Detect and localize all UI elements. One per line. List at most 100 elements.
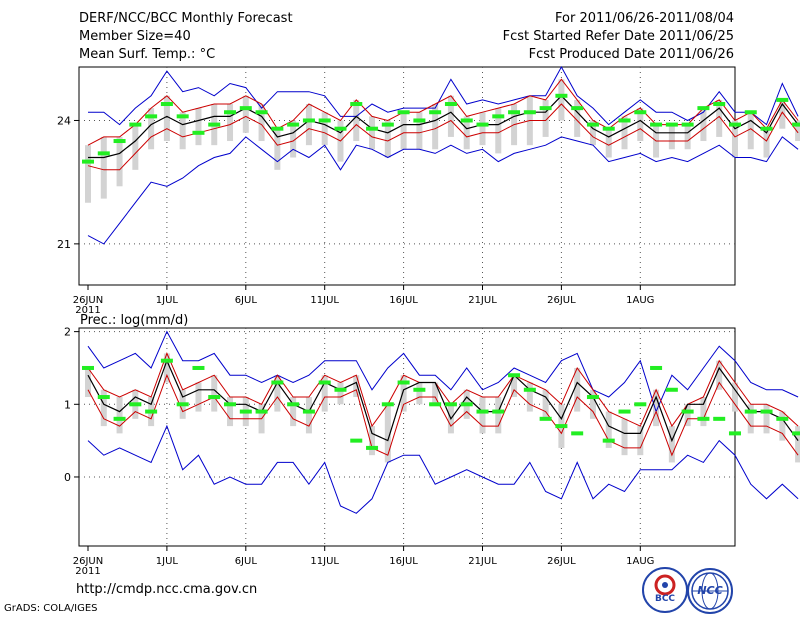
prec-x-tick-label: 1JUL: [156, 556, 179, 567]
prec-median-marker: [334, 387, 347, 392]
temp-panel: 26JUN 1JUL 6JUL 11JUL 16JUL 21JUL 26JUL 1AUG 201…: [57, 65, 800, 316]
temp-spread-box: [148, 108, 155, 150]
temp-spread-box: [416, 112, 423, 150]
chart-title: DERF/NCC/BCC Monthly Forecast: [79, 11, 293, 26]
prec-x-tick-label: 21JUL: [468, 556, 497, 567]
prec-median-marker: [776, 416, 789, 421]
prec-spread-box: [779, 411, 786, 441]
prec-median-marker: [208, 395, 221, 400]
temp-spread-box: [100, 136, 107, 199]
temp-spread-box: [542, 99, 549, 137]
source-url[interactable]: http://cmdp.ncc.cma.gov.cn: [76, 582, 258, 597]
prec-spread-box: [495, 397, 502, 434]
temp-median-marker: [650, 122, 663, 127]
temp-spread-box: [290, 120, 297, 158]
temp-spread-box: [621, 116, 628, 150]
temp-median-marker: [350, 102, 363, 107]
temp-median-marker: [681, 122, 694, 127]
prec-x-tick-label: 11JUL: [310, 556, 339, 567]
temp-median-marker: [523, 110, 536, 115]
temp-spread-box: [353, 99, 360, 142]
temp-spread-box: [163, 95, 170, 142]
temp-median-marker: [318, 118, 331, 123]
prec-x-tick-label: 16JUL: [389, 556, 418, 567]
temp-spread-box: [195, 108, 202, 146]
temp-median-marker: [192, 130, 205, 135]
temp-median-marker: [618, 118, 631, 123]
temp-median-marker: [429, 110, 442, 115]
temp-median-marker: [145, 114, 158, 119]
temp-upper-line: [87, 78, 799, 146]
temp-median-marker: [586, 122, 599, 127]
prec-median-marker: [602, 438, 615, 443]
prec-median-marker: [650, 365, 663, 370]
temp-spread-box: [242, 95, 249, 133]
prec-spread-box: [668, 426, 675, 463]
temp-plot-frame: [78, 66, 736, 286]
prec-spread-box: [337, 382, 344, 405]
temp-median-marker: [492, 114, 505, 119]
temp-spread-box: [227, 104, 234, 142]
prec-plot-frame: [78, 327, 736, 547]
prec-spread-box: [369, 426, 376, 456]
temp-x-tick-label: 21JUL: [468, 295, 497, 306]
prec-spread-box: [400, 375, 407, 412]
temp-median-marker: [160, 102, 173, 107]
temp-median-marker: [97, 151, 110, 156]
prec-median-marker: [429, 402, 442, 407]
prec-y-tick-label: 0: [64, 471, 71, 484]
bcc-logo: BCC: [642, 567, 688, 613]
prec-mean-line: [87, 359, 799, 443]
temp-median-marker: [713, 102, 726, 107]
prec-median-marker: [287, 402, 300, 407]
temp-spread-box: [400, 112, 407, 150]
temp-median-marker: [224, 110, 237, 115]
globe-icon: [691, 572, 729, 610]
prec-spread-box: [416, 382, 423, 405]
prec-median-marker: [681, 409, 694, 414]
prec-spread-box: [227, 397, 234, 427]
temp-spread-box: [321, 112, 328, 146]
temp-min-line: [87, 136, 799, 245]
prec-median-marker: [129, 402, 142, 407]
temp-median-marker: [476, 122, 489, 127]
temp-median-marker: [697, 106, 710, 111]
temp-median-marker: [413, 118, 426, 123]
temp-x-tick-label: 1JUL: [156, 295, 179, 306]
prec-spread-box: [100, 389, 107, 427]
prec-x-year-label: 2011: [75, 566, 100, 577]
prec-max-line: [87, 330, 799, 414]
prec-min-line: [87, 424, 799, 514]
temp-spread-box: [305, 104, 312, 146]
prec-spread-box: [274, 375, 281, 412]
started-refer-date: Fcst Started Refer Date 2011/06/25: [502, 29, 734, 44]
temp-spread-box: [668, 124, 675, 150]
prec-median-marker: [744, 409, 757, 414]
temp-spread-box: [574, 99, 581, 137]
forecast-period: For 2011/06/26-2011/08/04: [555, 11, 734, 26]
prec-median-marker: [224, 402, 237, 407]
prec-median-marker: [271, 380, 284, 385]
prec-median-marker: [302, 409, 315, 414]
prec-x-tick-label: 1AUG: [626, 556, 654, 567]
prec-spread-box: [763, 404, 770, 434]
bcc-logo-text: BCC: [654, 594, 676, 604]
prec-spread-box: [432, 382, 439, 405]
prec-median-marker: [82, 365, 94, 370]
prec-median-marker: [697, 416, 710, 421]
temp-median-marker: [508, 110, 521, 115]
prec-median-marker: [255, 409, 268, 414]
temp-median-marker: [444, 102, 457, 107]
prec-spread-box: [542, 389, 549, 419]
prec-median-marker: [97, 395, 110, 400]
prec-spread-box: [353, 375, 360, 398]
prec-median-marker: [318, 380, 331, 385]
prec-median-marker: [586, 395, 599, 400]
temp-median-marker: [255, 110, 268, 115]
temp-median-marker: [792, 122, 800, 127]
temp-spread-box: [495, 108, 502, 154]
temp-median-marker: [82, 159, 94, 164]
prec-median-marker: [571, 431, 584, 436]
ncc-logo-text: NCC: [697, 584, 723, 597]
